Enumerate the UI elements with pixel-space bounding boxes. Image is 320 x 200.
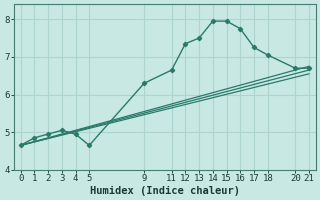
X-axis label: Humidex (Indice chaleur): Humidex (Indice chaleur) [90,186,240,196]
